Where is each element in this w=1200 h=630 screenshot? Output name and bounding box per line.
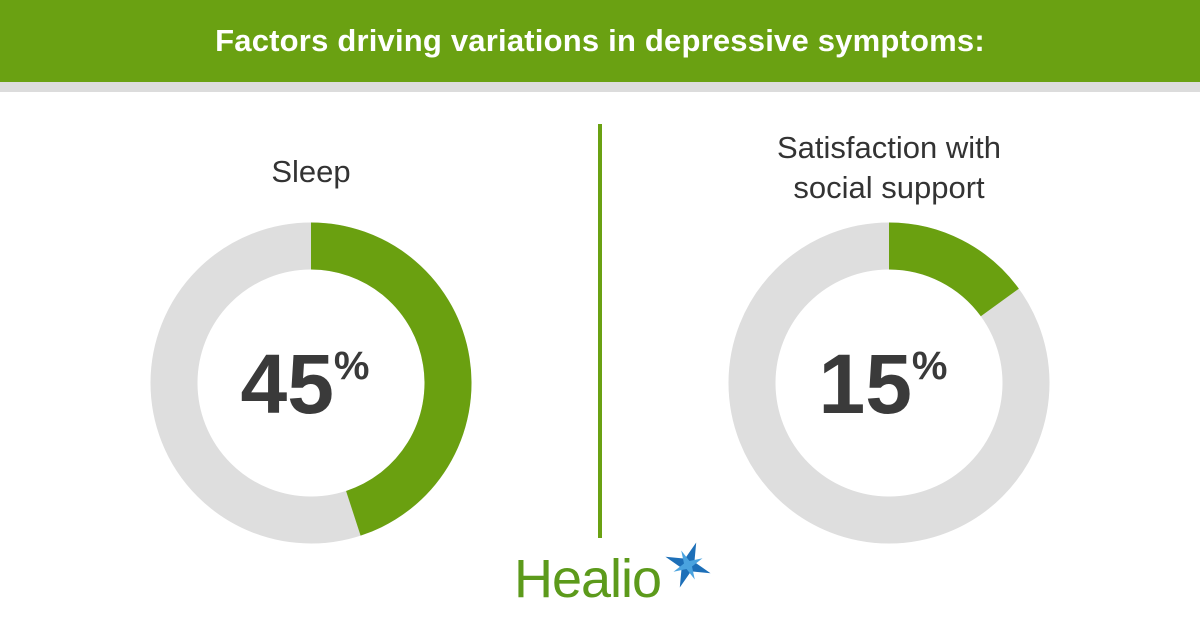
chart-title: Sleep bbox=[271, 154, 351, 189]
brand-logo: Healio bbox=[514, 549, 662, 609]
donut-arc bbox=[888, 222, 1019, 317]
value-label: 15% bbox=[818, 337, 947, 431]
brand-star bbox=[665, 542, 711, 588]
divider bbox=[598, 124, 602, 538]
donut-arc bbox=[310, 222, 472, 536]
header-title: Factors driving variations in depressive… bbox=[0, 0, 1200, 82]
chart-title: Satisfaction with social support bbox=[777, 130, 1001, 205]
value-label: 45% bbox=[240, 337, 369, 431]
header-strip bbox=[0, 82, 1200, 92]
